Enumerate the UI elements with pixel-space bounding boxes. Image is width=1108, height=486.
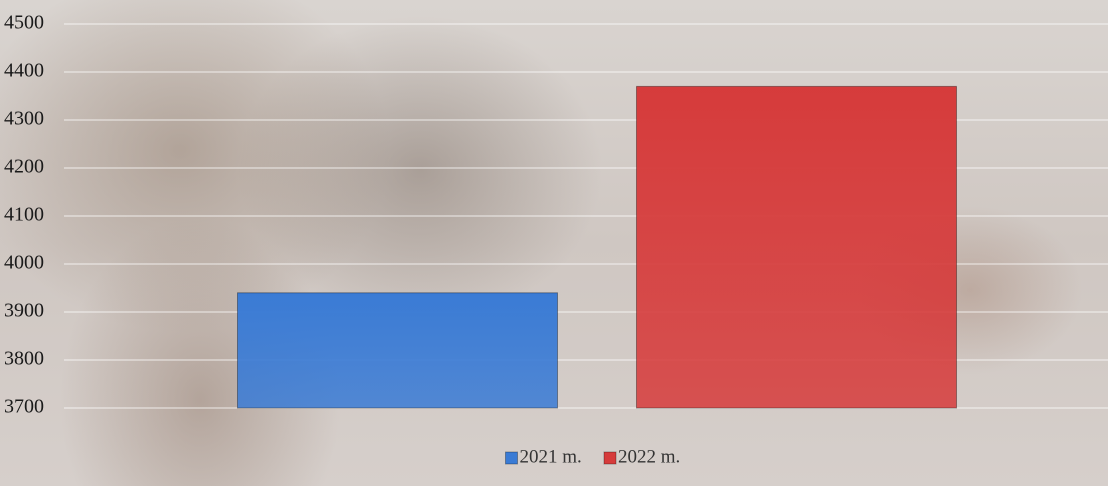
bar <box>237 292 558 409</box>
y-tick-label: 4200 <box>4 156 44 178</box>
bar <box>636 85 957 409</box>
y-tick-label: 4000 <box>4 252 44 274</box>
legend-swatch <box>603 451 617 465</box>
bars <box>237 85 957 409</box>
y-tick-label: 3900 <box>4 300 44 322</box>
y-tick-label: 4100 <box>4 204 44 226</box>
legend-label: 2021 m. <box>520 446 582 467</box>
y-tick-label: 3700 <box>4 396 44 418</box>
y-tick-label: 4400 <box>4 60 44 82</box>
legend-swatch <box>505 451 518 465</box>
legend: 2021 m. 2022 m. <box>505 446 680 467</box>
y-tick-label: 4300 <box>4 108 44 130</box>
legend-label: 2022 m. <box>618 446 680 467</box>
y-tick-label: 3800 <box>4 348 44 370</box>
y-tick-label: 4500 <box>4 12 44 34</box>
